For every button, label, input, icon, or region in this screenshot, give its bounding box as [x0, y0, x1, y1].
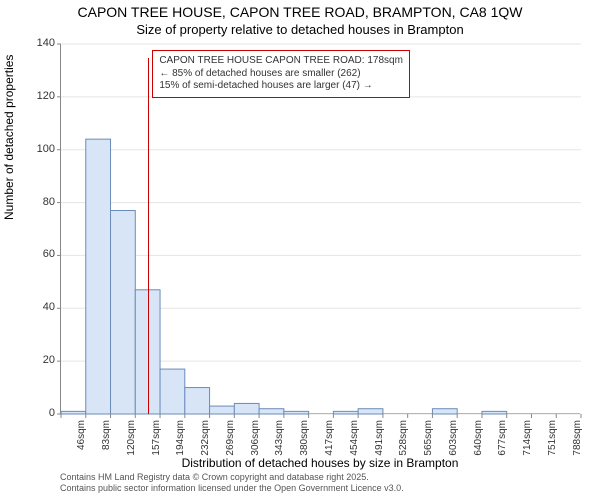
histogram-bar	[432, 409, 457, 414]
histogram-bar	[210, 406, 235, 414]
x-tick-label: 194sqm	[175, 420, 186, 460]
x-tick-label: 751sqm	[547, 420, 558, 460]
x-tick-label: 565sqm	[423, 420, 434, 460]
x-tick-label: 46sqm	[76, 420, 87, 460]
callout-line2: ← 85% of detached houses are smaller (26…	[159, 68, 403, 81]
histogram-bar	[160, 369, 185, 414]
property-callout: CAPON TREE HOUSE CAPON TREE ROAD: 178sqm…	[152, 50, 410, 98]
x-tick-label: 491sqm	[374, 420, 385, 460]
x-tick-label: 157sqm	[151, 420, 162, 460]
x-tick-label: 677sqm	[497, 420, 508, 460]
x-tick-label: 603sqm	[448, 420, 459, 460]
plot-area	[60, 44, 580, 414]
chart-subtitle: Size of property relative to detached ho…	[0, 22, 600, 37]
y-tick-label: 120	[15, 90, 55, 102]
x-tick-label: 714sqm	[522, 420, 533, 460]
x-tick-label: 417sqm	[324, 420, 335, 460]
footer-line2: Contains public sector information licen…	[60, 483, 404, 494]
x-tick-label: 640sqm	[473, 420, 484, 460]
y-tick-label: 80	[15, 196, 55, 208]
histogram-bar	[234, 403, 259, 414]
x-tick-label: 232sqm	[200, 420, 211, 460]
x-tick-label: 120sqm	[126, 420, 137, 460]
footer-line1: Contains HM Land Registry data © Crown c…	[60, 472, 404, 483]
histogram-bar	[259, 409, 284, 414]
histogram-bar	[185, 388, 210, 414]
y-tick-label: 140	[15, 37, 55, 49]
histogram-bar	[333, 411, 358, 414]
x-tick-label: 83sqm	[101, 420, 112, 460]
chart-title: CAPON TREE HOUSE, CAPON TREE ROAD, BRAMP…	[0, 4, 600, 20]
y-axis-label: Number of detached properties	[2, 55, 16, 220]
x-tick-label: 380sqm	[299, 420, 310, 460]
callout-line1: CAPON TREE HOUSE CAPON TREE ROAD: 178sqm	[159, 55, 403, 68]
histogram-bar	[482, 411, 507, 414]
histogram-bar	[61, 411, 86, 414]
x-tick-label: 788sqm	[572, 420, 583, 460]
x-tick-label: 306sqm	[250, 420, 261, 460]
y-tick-label: 100	[15, 143, 55, 155]
y-tick-label: 20	[15, 354, 55, 366]
y-tick-label: 60	[15, 248, 55, 260]
x-tick-label: 269sqm	[225, 420, 236, 460]
histogram-bar	[111, 211, 136, 415]
histogram-bar	[284, 411, 309, 414]
histogram-bar	[86, 139, 111, 414]
footer-text: Contains HM Land Registry data © Crown c…	[60, 472, 404, 494]
chart-svg	[61, 44, 581, 414]
callout-line3: 15% of semi-detached houses are larger (…	[159, 80, 403, 93]
property-marker-line	[148, 58, 149, 414]
x-tick-label: 528sqm	[398, 420, 409, 460]
x-tick-label: 343sqm	[274, 420, 285, 460]
x-tick-label: 454sqm	[349, 420, 360, 460]
y-tick-label: 40	[15, 301, 55, 313]
histogram-bar	[358, 409, 383, 414]
y-tick-label: 0	[15, 407, 55, 419]
